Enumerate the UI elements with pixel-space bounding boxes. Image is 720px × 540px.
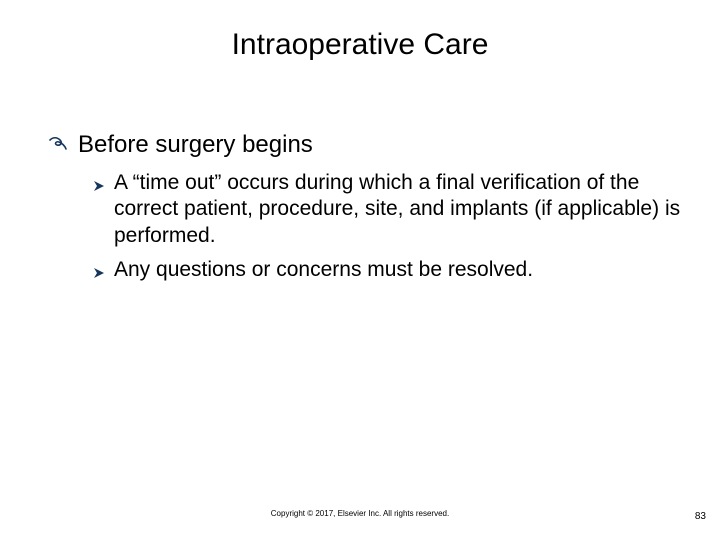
arrowhead-bullet-icon [94,178,104,196]
level2-text: A “time out” occurs during which a final… [114,170,688,249]
level1-text: Before surgery begins [78,130,313,160]
slide-body: Before surgery begins A “time out” occur… [48,130,688,291]
level2-list: A “time out” occurs during which a final… [94,170,688,283]
copyright-footer: Copyright © 2017, Elsevier Inc. All righ… [0,509,720,518]
slide: Intraoperative Care Before surgery begin… [0,0,720,540]
level2-item: Any questions or concerns must be resolv… [94,257,688,283]
level2-text: Any questions or concerns must be resolv… [114,257,533,283]
scribble-bullet-icon [48,136,68,157]
slide-title: Intraoperative Care [0,28,720,62]
page-number: 83 [695,511,706,522]
level1-item: Before surgery begins [48,130,688,160]
level2-item: A “time out” occurs during which a final… [94,170,688,249]
arrowhead-bullet-icon [94,265,104,283]
